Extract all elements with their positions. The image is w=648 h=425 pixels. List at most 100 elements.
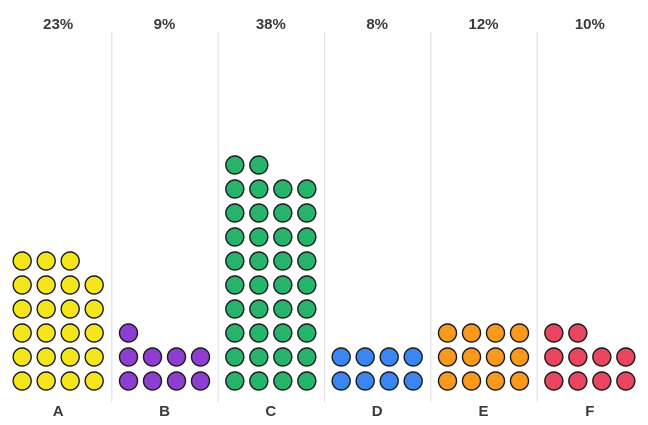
dot-a — [84, 371, 104, 391]
dot-e — [485, 323, 506, 343]
dot-b — [142, 347, 163, 367]
dot-e — [437, 347, 458, 367]
category-label-b: B — [159, 403, 170, 420]
dot-c — [297, 227, 317, 247]
dot-a — [84, 299, 104, 319]
dot-c — [249, 155, 269, 175]
dot-c — [249, 299, 269, 319]
dot-a — [84, 347, 104, 367]
dot-c — [273, 251, 293, 271]
dot-a — [60, 275, 80, 295]
dot-c — [225, 371, 245, 391]
value-label-a: 23% — [43, 16, 73, 33]
dot-d — [379, 371, 399, 391]
dot-f — [592, 371, 612, 391]
dot-a — [36, 251, 56, 271]
dot-c — [225, 203, 245, 223]
data-dots — [12, 155, 636, 391]
dot-f — [616, 371, 636, 391]
dot-c — [273, 323, 293, 343]
dot-c — [297, 203, 317, 223]
dot-a — [84, 275, 104, 295]
dot-c — [249, 323, 269, 343]
dot-d — [331, 347, 351, 367]
category-label-a: A — [53, 403, 64, 420]
dot-c — [225, 227, 245, 247]
dot-c — [297, 179, 317, 199]
dot-b — [118, 323, 139, 343]
dot-b — [166, 347, 187, 367]
dot-a — [60, 299, 80, 319]
dot-c — [297, 299, 317, 319]
dot-c — [249, 203, 269, 223]
dot-c — [249, 371, 269, 391]
dot-f — [544, 323, 564, 343]
dot-d — [379, 347, 399, 367]
dot-d — [331, 371, 351, 391]
dot-f — [568, 323, 588, 343]
dot-c — [297, 371, 317, 391]
dot-f — [568, 371, 588, 391]
value-label-d: 8% — [366, 16, 388, 33]
category-label-f: F — [585, 403, 594, 420]
dot-a — [36, 275, 56, 295]
category-label-c: C — [265, 403, 276, 420]
dot-f — [568, 347, 588, 367]
dot-a — [12, 347, 32, 367]
dot-f — [592, 347, 612, 367]
dot-c — [273, 203, 293, 223]
value-label-c: 38% — [256, 16, 286, 33]
dot-a — [60, 251, 80, 271]
dot-f — [544, 371, 564, 391]
dot-a — [12, 251, 32, 271]
dot-c — [273, 227, 293, 247]
dot-c — [249, 275, 269, 295]
dot-e — [509, 323, 530, 343]
dot-f — [544, 347, 564, 367]
percentage-labels: 23% 9% 38% 8% 12% 10% — [43, 16, 605, 33]
value-label-b: 9% — [154, 16, 176, 33]
dot-f — [616, 347, 636, 367]
dot-c — [273, 275, 293, 295]
dot-a — [12, 299, 32, 319]
dot-e — [461, 371, 482, 391]
dot-b — [190, 371, 211, 391]
category-label-e: E — [478, 403, 488, 420]
dot-d — [355, 347, 375, 367]
dot-a — [60, 371, 80, 391]
dot-e — [509, 347, 530, 367]
dot-b — [118, 347, 139, 367]
dot-e — [437, 371, 458, 391]
dot-c — [249, 227, 269, 247]
dot-c — [273, 347, 293, 367]
dot-c — [225, 347, 245, 367]
dot-c — [225, 299, 245, 319]
dot-c — [225, 155, 245, 175]
dot-c — [297, 251, 317, 271]
dot-a — [60, 323, 80, 343]
dot-a — [60, 347, 80, 367]
dot-c — [249, 251, 269, 271]
category-label-d: D — [372, 403, 383, 420]
dot-c — [273, 299, 293, 319]
value-label-e: 12% — [468, 16, 498, 33]
dot-c — [273, 179, 293, 199]
dot-e — [485, 347, 506, 367]
category-labels: A B C D E F — [53, 403, 595, 420]
dot-a — [12, 323, 32, 343]
dot-d — [403, 371, 423, 391]
dot-e — [437, 323, 458, 343]
dot-e — [461, 347, 482, 367]
dot-c — [273, 371, 293, 391]
dot-a — [84, 323, 104, 343]
dot-a — [12, 275, 32, 295]
dot-a — [36, 299, 56, 319]
dot-a — [36, 323, 56, 343]
column-separators — [111, 32, 538, 402]
dot-a — [36, 347, 56, 367]
value-label-f: 10% — [575, 16, 605, 33]
dot-d — [355, 371, 375, 391]
dot-c — [225, 251, 245, 271]
dot-c — [297, 323, 317, 343]
